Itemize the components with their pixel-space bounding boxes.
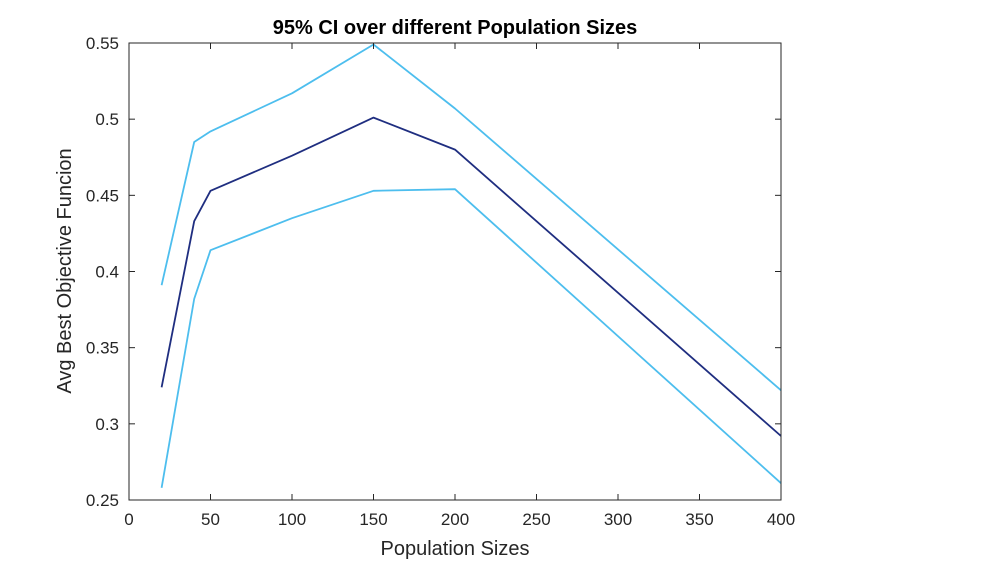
x-tick-label: 150 xyxy=(359,510,387,529)
y-axis-title: Avg Best Objective Funcion xyxy=(54,148,76,393)
series-line-3 xyxy=(160,188,782,488)
chart-title: 95% CI over different Population Sizes xyxy=(273,17,638,39)
y-tick-label: 0.55 xyxy=(86,34,119,53)
x-tick-label: 0 xyxy=(124,510,133,529)
x-tick-label: 50 xyxy=(201,510,220,529)
series-layer xyxy=(160,43,782,488)
x-axis-title: Population Sizes xyxy=(381,538,530,560)
x-tick-label: 100 xyxy=(278,510,306,529)
x-tick-label: 400 xyxy=(767,510,795,529)
y-tick-label: 0.5 xyxy=(95,110,119,129)
x-tick-label: 350 xyxy=(685,510,713,529)
x-tick-label: 200 xyxy=(441,510,469,529)
y-tick-label: 0.25 xyxy=(86,491,119,510)
x-tick-label: 250 xyxy=(522,510,550,529)
y-tick-label: 0.35 xyxy=(86,339,119,358)
y-tick-label: 0.45 xyxy=(86,186,119,205)
plot-area xyxy=(129,43,781,500)
series-line-1 xyxy=(160,43,782,391)
y-tick-label: 0.3 xyxy=(95,415,119,434)
axes-layer: 0 50 100 150 200 250 300 350 400 0.25 0.3 0.35 0.4 0.… xyxy=(86,34,795,529)
series-line-2 xyxy=(160,116,782,437)
x-tick-label: 300 xyxy=(604,510,632,529)
y-tick-label: 0.4 xyxy=(95,263,119,282)
